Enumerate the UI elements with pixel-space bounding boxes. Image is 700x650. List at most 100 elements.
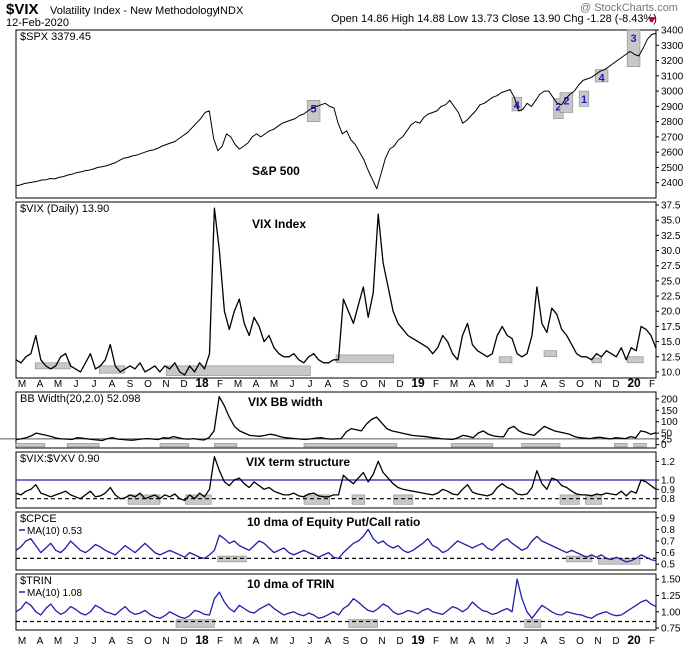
x-tick-label: A [541, 379, 548, 390]
series-line-trin [15, 578, 657, 619]
x-tick-label: 18 [195, 633, 209, 647]
x-tick-label: M [234, 636, 242, 647]
panel-frame-trin [15, 573, 657, 631]
highlight-box [214, 443, 238, 448]
chart-date: 12-Feb-2020 [6, 17, 69, 29]
y-tick-label: 0.9 [661, 513, 675, 524]
x-tick-label: 18 [195, 376, 209, 390]
series-line-term-structure [15, 456, 657, 502]
cycle-number-label: 3 [631, 33, 637, 45]
x-tick-label: 19 [411, 376, 425, 390]
highlight-box [626, 356, 644, 364]
y-tick-label: 3200 [661, 56, 684, 67]
x-tick-label: N [378, 636, 385, 647]
highlight-box [521, 443, 561, 448]
highlight-box [498, 356, 513, 364]
y-tick-label: 1.50 [661, 575, 681, 586]
x-tick-label: J [74, 636, 79, 647]
x-tick-label: N [594, 379, 601, 390]
x-tick-label: S [343, 636, 350, 647]
x-tick-label: D [612, 379, 619, 390]
x-tick-label: 20 [627, 633, 641, 647]
x-tick-label: A [37, 379, 44, 390]
x-tick-label: M [270, 636, 278, 647]
x-tick-label: 19 [411, 633, 425, 647]
highlight-box [159, 443, 190, 448]
x-tick-label: S [127, 636, 134, 647]
y-tick-label: 25.0 [661, 276, 681, 287]
y-tick-label: 17.5 [661, 322, 681, 333]
y-tick-label: 3000 [661, 87, 684, 98]
y-tick-label: 35.0 [661, 216, 681, 227]
highlight-box [450, 443, 494, 448]
y-tick-label: 1.0 [661, 476, 675, 487]
y-tick-label: 3400 [661, 26, 684, 37]
x-tick-label: A [109, 636, 116, 647]
x-tick-label: A [325, 379, 332, 390]
y-tick-label: 22.5 [661, 292, 681, 303]
y-tick-label: 100 [661, 417, 678, 428]
x-tick-label: J [290, 636, 295, 647]
y-tick-label: 2800 [661, 117, 684, 128]
highlight-box [524, 619, 542, 628]
x-tick-label: F [433, 636, 439, 647]
y-tick-label: 2600 [661, 148, 684, 159]
y-tick-label: 27.5 [661, 261, 681, 272]
highlight-box [633, 443, 647, 448]
panel-frame-vix [15, 201, 657, 379]
series-line-spx [15, 32, 657, 190]
series-line-vix [15, 207, 657, 376]
series-line-bbwidth [15, 395, 657, 442]
x-tick-label: A [253, 379, 260, 390]
panel-label-term-structure: $VIX:$VXV 0.90 [20, 453, 100, 465]
y-tick-label: 1.2 [661, 457, 675, 468]
x-tick-label: D [396, 379, 403, 390]
panel-label-spx: $SPX 3379.45 [20, 31, 91, 43]
x-tick-label: J [92, 636, 97, 647]
x-tick-label: J [290, 379, 295, 390]
y-tick-label: 2400 [661, 178, 684, 189]
x-tick-label: A [253, 636, 260, 647]
panel-annotation-trin: 10 dma of TRIN [247, 577, 334, 591]
y-tick-label: 12.5 [661, 352, 681, 363]
x-tick-label: A [469, 636, 476, 647]
x-tick-label: D [396, 636, 403, 647]
y-tick-label: 2700 [661, 132, 684, 143]
panel-annotation-term-structure: VIX term structure [246, 455, 350, 469]
x-tick-label: M [450, 379, 458, 390]
x-tick-label: N [162, 636, 169, 647]
x-tick-label: D [180, 379, 187, 390]
x-tick-label: S [559, 379, 566, 390]
x-tick-label: A [469, 379, 476, 390]
y-tick-label: 0.6 [661, 548, 675, 559]
y-tick-label: 0.5 [661, 560, 675, 571]
highlight-box [543, 350, 558, 358]
y-tick-label: 3300 [661, 41, 684, 52]
legend-label-cpce: MA(10) 0.53 [27, 526, 82, 537]
y-tick-label: 0.8 [661, 525, 675, 536]
highlight-box [578, 90, 590, 107]
x-tick-label: O [144, 636, 152, 647]
highlight-box [585, 494, 602, 505]
x-tick-label: J [506, 379, 511, 390]
panel-annotation-cpce: 10 dma of Equity Put/Call ratio [247, 515, 420, 529]
x-tick-label: F [649, 379, 655, 390]
y-tick-label: 0 [661, 440, 667, 451]
x-tick-label: A [37, 636, 44, 647]
security-name: Volatility Index - New Methodology [50, 5, 219, 17]
x-tick-label: S [343, 379, 350, 390]
highlight-box [127, 494, 161, 505]
watermark: @ StockCharts.com [580, 2, 678, 14]
highlight-box [185, 494, 212, 505]
highlight-box [175, 619, 215, 628]
highlight-box [626, 29, 641, 67]
y-tick-label: 0.8 [661, 494, 675, 505]
highlight-box [351, 494, 366, 505]
y-tick-label: 25 [661, 434, 673, 445]
x-tick-label: M [18, 379, 26, 390]
highlight-box [348, 619, 378, 628]
y-tick-label: 2500 [661, 163, 684, 174]
y-tick-label: 32.5 [661, 231, 681, 242]
panel-label-bbwidth: BB Width(20,2.0) 52.098 [20, 393, 140, 405]
